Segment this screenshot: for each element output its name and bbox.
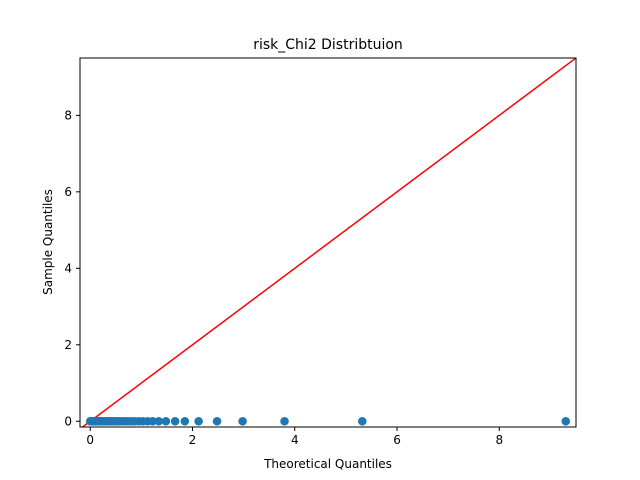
x-tick-label: 2 <box>189 433 197 447</box>
data-point <box>180 416 190 426</box>
data-point <box>280 416 289 426</box>
data-point <box>148 416 157 426</box>
data-point <box>212 416 222 426</box>
y-tick-label: 2 <box>64 338 72 352</box>
y-tick-label: 6 <box>64 185 72 199</box>
data-point <box>194 416 203 426</box>
y-tick-label: 0 <box>64 414 72 428</box>
x-axis-ticks: 0 2 4 6 8 <box>86 427 503 447</box>
y-tick-label: 4 <box>64 261 72 275</box>
plot-area <box>79 57 577 428</box>
x-tick-label: 8 <box>495 433 503 447</box>
reference-line <box>81 58 576 427</box>
plot-frame <box>79 57 577 428</box>
x-axis-label: Theoretical Quantiles <box>263 457 392 471</box>
chart-title: risk_Chi2 Distribtuion <box>253 37 403 53</box>
y-axis-label: Sample Quantiles <box>41 189 55 295</box>
x-tick-label: 0 <box>86 433 94 447</box>
data-point <box>161 416 171 426</box>
data-point <box>357 416 367 426</box>
data-point <box>561 416 571 426</box>
data-point <box>238 416 247 426</box>
x-tick-label: 6 <box>393 433 401 447</box>
y-tick-label: 8 <box>64 108 72 122</box>
x-tick-label: 4 <box>291 433 299 447</box>
y-axis-ticks: 0 2 4 6 8 <box>64 108 80 428</box>
data-point <box>154 416 164 426</box>
data-point <box>170 416 180 426</box>
chart-marks <box>81 58 576 427</box>
